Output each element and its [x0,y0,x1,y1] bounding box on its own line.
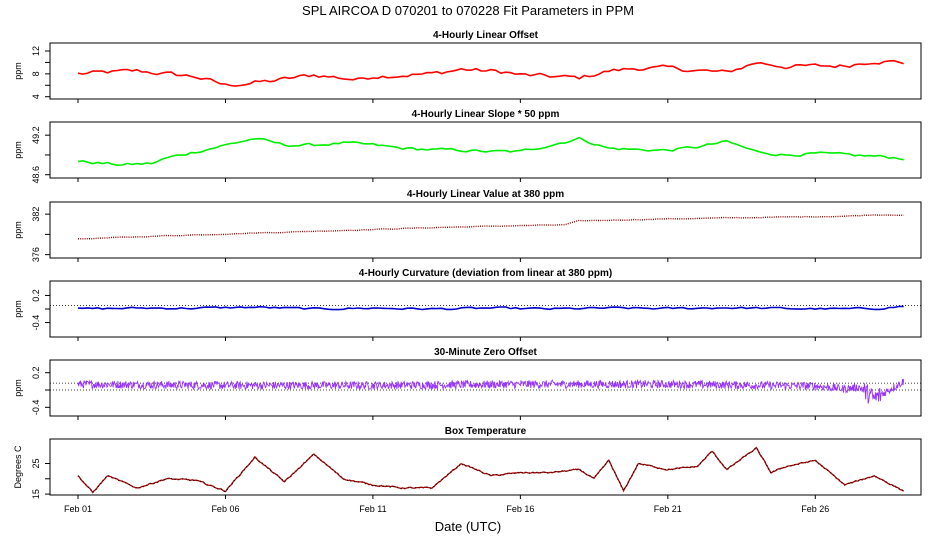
data-series [77,305,904,311]
y-tick-label: -0.4 [31,315,41,331]
x-axis-label: Date (UTC) [435,519,501,534]
plot-frame [49,359,922,417]
y-tick-label: 4 [31,94,41,99]
y-tick-label: 12 [31,46,41,56]
panel-value380: 4-Hourly Linear Value at 380 ppm 376 382 pp… [13,189,922,262]
panel-title: 4-Hourly Linear Value at 380 ppm [407,189,564,200]
x-tick-label: Feb 06 [211,504,239,514]
y-axis-label: ppm [13,62,23,80]
y-axis-label: ppm [13,300,23,318]
y-tick-label: 0.2 [31,289,41,302]
data-points [77,446,905,494]
panel-title: 4-Hourly Curvature (deviation from linea… [359,268,612,279]
x-tick-label: Feb 01 [64,504,92,514]
panel-title: 30-Minute Zero Offset [434,347,537,358]
plot-frame [49,42,922,100]
panel-curvature: 4-Hourly Curvature (deviation from linea… [13,268,922,341]
y-tick-label: -0.4 [31,400,41,416]
y-tick-label: 8 [31,71,41,76]
y-tick-label: 376 [31,247,41,262]
panel-offset: 4-Hourly Linear Offset 4 8 12 ppm [13,30,922,103]
y-axis-label: ppm [13,221,23,239]
y-axis-label: ppm [13,141,23,159]
plot-frame [49,438,922,496]
plot-frame [49,201,922,259]
panel-zero: 30-Minute Zero Offset -0.4 0.2 ppm [13,347,922,420]
y-tick-label: 49.2 [31,126,41,144]
data-series [77,378,905,404]
panel-slope: 4-Hourly Linear Slope * 50 ppm 48.6 49.2 pp… [13,109,922,184]
chart-title: SPL AIRCOA D 070201 to 070228 Fit Parame… [302,3,634,18]
x-tick-label: Feb 26 [801,504,829,514]
data-series [77,446,905,494]
panel-title: Box Temperature [445,426,527,437]
x-tick-label: Feb 11 [359,504,386,514]
panel-title: 4-Hourly Linear Slope * 50 ppm [412,109,560,120]
y-axis-label: ppm [13,379,23,397]
plot-frame [49,121,922,179]
data-series [78,214,904,240]
y-tick-label: 25 [31,458,41,468]
y-tick-label: 0.2 [31,366,41,379]
x-axis: Feb 01 Feb 06 Feb 11 Feb 16 Feb 21 Feb 26 [64,504,829,514]
y-tick-label: 15 [31,489,41,499]
y-tick-label: 48.6 [31,166,41,184]
panel-title: 4-Hourly Linear Offset [433,30,539,41]
data-series [77,59,904,87]
y-axis-label: Degrees C [13,445,23,489]
y-tick-label: 382 [31,207,41,222]
x-tick-label: Feb 16 [506,504,534,514]
data-series [77,136,904,167]
panel-boxtemp: Box Temperature 15 25 Degrees C [13,426,922,499]
x-tick-label: Feb 21 [654,504,682,514]
